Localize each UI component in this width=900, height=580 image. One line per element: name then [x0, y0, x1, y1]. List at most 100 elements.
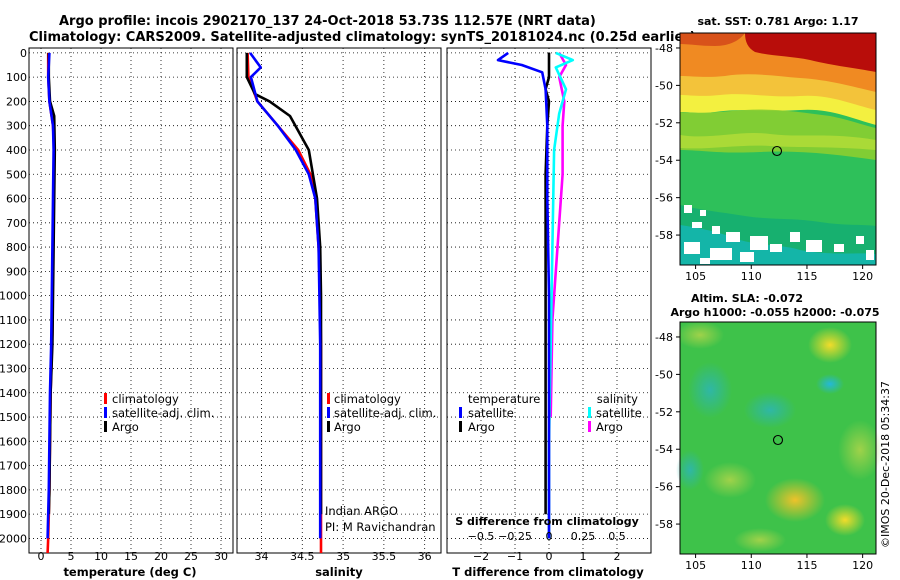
map-y-tick-label: -52 — [655, 117, 673, 130]
x-tick-label-salinity: −0.25 — [498, 530, 532, 543]
depth-tick-label: 400 — [6, 144, 27, 157]
temperature-profile-panel — [28, 47, 234, 554]
legend-label-satellite-t: satellite — [468, 406, 514, 420]
depth-tick-label: 800 — [6, 241, 27, 254]
sst-map-axes: -48 -50 -52 -54 -56 -58 105 110 115 120 — [655, 42, 873, 283]
legend-swatch-argo — [104, 421, 107, 432]
sla-map — [676, 321, 882, 555]
x-tick-label: −1 — [507, 550, 523, 563]
legend-swatch-satellite-adj — [104, 407, 107, 418]
map-x-tick-label: 120 — [852, 270, 873, 283]
sla-map-title-line1: Altim. SLA: -0.072 — [691, 292, 803, 305]
sst-map — [679, 32, 877, 266]
legend-swatch-satellite-adj — [327, 407, 330, 418]
legend-label-climatology: climatology — [334, 392, 401, 406]
legend-label-argo: Argo — [334, 420, 361, 434]
depth-tick-label: 0 — [20, 47, 27, 60]
map-y-tick-label: -56 — [655, 192, 673, 205]
map-x-tick-label: 105 — [685, 270, 706, 283]
depth-tick-label: 700 — [6, 217, 27, 230]
x-tick-label: 35 — [336, 550, 350, 563]
map-x-tick-label: 115 — [796, 270, 817, 283]
difference-top-xlabel: S difference from climatology — [455, 515, 639, 528]
map-x-tick-label: 105 — [685, 559, 706, 572]
map-y-tick-label: -48 — [655, 331, 673, 344]
imos-credit: ©IMOS 20-Dec-2018 05:34:37 — [879, 381, 892, 548]
x-tick-label: 25 — [184, 550, 198, 563]
x-tick-label-salinity: 0.25 — [571, 530, 596, 543]
difference-xlabel: T difference from climatology — [452, 565, 644, 579]
depth-tick-label: 1400 — [0, 387, 27, 400]
argo-location-marker — [771, 145, 783, 157]
x-tick-label: 5 — [68, 550, 75, 563]
x-tick-label-salinity: −0.5 — [468, 530, 495, 543]
depth-tick-label: 1300 — [0, 362, 27, 375]
salinity-profile-panel — [236, 47, 442, 554]
depth-tick-label: 200 — [6, 95, 27, 108]
series-satellite-t — [496, 51, 551, 539]
map-y-tick-label: -54 — [655, 154, 673, 167]
depth-tick-label: 300 — [6, 120, 27, 133]
depth-tick-label: 1100 — [0, 314, 27, 327]
legend-swatch-climatology — [327, 393, 330, 404]
depth-tick-label: 1500 — [0, 411, 27, 424]
temperature-xlabel: temperature (deg C) — [63, 565, 196, 579]
x-tick-label: 34.5 — [290, 550, 315, 563]
map-y-tick-label: -50 — [655, 79, 673, 92]
legend-label-argo: Argo — [112, 420, 139, 434]
x-tick-label: 15 — [124, 550, 138, 563]
legend-title-temperature: temperature — [468, 392, 540, 406]
temperature-legend: climatology satellite-adj. clim. Argo — [104, 392, 214, 434]
legend-label-satellite-adj: satellite-adj. clim. — [334, 406, 436, 420]
sla-map-title-line2: Argo h1000: -0.055 h2000: -0.075 — [670, 306, 879, 319]
depth-tick-label: 1900 — [0, 508, 27, 521]
difference-profile-panel — [446, 47, 652, 554]
depth-tick-label: 1200 — [0, 338, 27, 351]
depth-tick-label: 900 — [6, 265, 27, 278]
depth-tick-label: 100 — [6, 71, 27, 84]
salinity-xlabel: salinity — [315, 565, 363, 579]
figure-title-line2: Climatology: CARS2009. Satellite-adjuste… — [29, 30, 696, 45]
legend-swatch-argo — [327, 421, 330, 432]
depth-tick-label: 1000 — [0, 290, 27, 303]
x-tick-label: 35.5 — [372, 550, 397, 563]
map-x-tick-label: 115 — [796, 559, 817, 572]
legend-title-salinity: salinity — [597, 392, 638, 406]
legend-label-climatology: climatology — [112, 392, 179, 406]
legend-label-satellite-adj: satellite-adj. clim. — [112, 406, 214, 420]
legend-swatch-satellite-s — [588, 407, 591, 418]
legend-swatch-argo-t — [459, 421, 462, 432]
legend-swatch-satellite-t — [459, 407, 462, 418]
depth-tick-label: 1700 — [0, 460, 27, 473]
x-tick-label: 20 — [154, 550, 168, 563]
map-y-tick-label: -54 — [655, 443, 673, 456]
salinity-legend: climatology satellite-adj. clim. Argo — [327, 392, 436, 434]
legend-label-argo-s: Argo — [596, 420, 623, 434]
depth-tick-label: 500 — [6, 168, 27, 181]
argo-location-marker — [772, 434, 784, 446]
x-tick-label: 36 — [418, 550, 432, 563]
legend-swatch-climatology — [104, 393, 107, 404]
map-y-tick-label: -50 — [655, 368, 673, 381]
institution-label: Indian ARGO — [325, 504, 398, 518]
x-tick-label: 10 — [94, 550, 108, 563]
x-tick-label: 2 — [614, 550, 621, 563]
x-tick-label: 0 — [546, 550, 553, 563]
map-x-tick-label: 110 — [741, 559, 762, 572]
depth-tick-label: 600 — [6, 193, 27, 206]
difference-legend: temperature satellite Argo salinity sate… — [459, 392, 642, 434]
series-satellite-adj-clim- — [249, 52, 322, 539]
map-y-tick-label: -52 — [655, 406, 673, 419]
figure-title-line1: Argo profile: incois 2902170_137 24-Oct-… — [59, 14, 596, 29]
x-tick-label: 0 — [38, 550, 45, 563]
legend-label-argo-t: Argo — [468, 420, 495, 434]
sst-map-title: sat. SST: 0.781 Argo: 1.17 — [697, 15, 858, 28]
map-y-tick-label: -58 — [655, 229, 673, 242]
x-tick-label: 34 — [254, 550, 268, 563]
series-satellite-adj-clim- — [46, 52, 55, 539]
legend-label-satellite-s: satellite — [596, 406, 642, 420]
map-y-tick-label: -48 — [655, 42, 673, 55]
x-tick-label-salinity: 0.5 — [608, 530, 626, 543]
series-argo-s — [549, 52, 568, 418]
